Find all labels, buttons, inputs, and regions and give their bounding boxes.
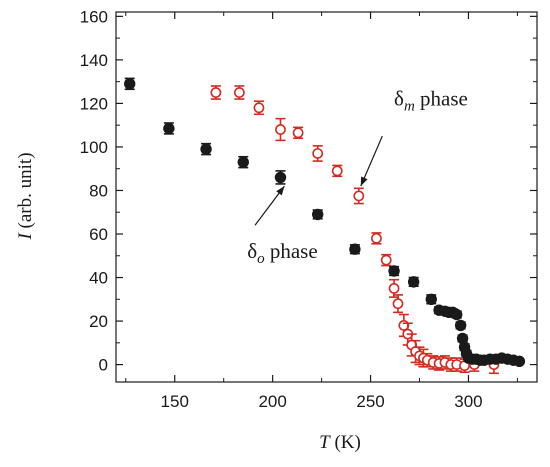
chart-marks: [124, 77, 526, 375]
data-point: [388, 265, 400, 277]
data-point: [513, 355, 526, 368]
annotation-arrow-head: [276, 186, 285, 196]
y-tick-label: 80: [89, 181, 108, 200]
series-filled: [124, 77, 526, 368]
y-tick-label: 0: [99, 356, 108, 375]
annotation-subscript: o: [257, 251, 265, 267]
y-tick-label: 140: [80, 51, 108, 70]
x-tick-label: 250: [356, 392, 384, 411]
y-tick-label: 100: [80, 138, 108, 157]
data-point: [312, 148, 324, 159]
data-point: [451, 308, 463, 321]
x-tick-label: 300: [454, 392, 482, 411]
data-point: [353, 190, 365, 202]
annotation-symbol: δ: [394, 87, 404, 111]
data-point: [233, 87, 245, 98]
y-axis-variable: I: [15, 232, 36, 241]
data-point: [253, 102, 265, 114]
x-tick-label: 200: [258, 392, 286, 411]
data-point: [210, 87, 222, 98]
y-axis-unit: (arb. unit): [15, 152, 36, 233]
data-point: [292, 127, 304, 139]
data-point: [200, 143, 212, 155]
data-point: [331, 165, 343, 177]
x-tick-label: 150: [161, 392, 189, 411]
data-point: [380, 254, 392, 266]
data-point: [388, 283, 400, 294]
data-point: [124, 78, 136, 90]
annotation-symbol: δ: [247, 239, 257, 263]
data-point: [163, 122, 175, 135]
data-point: [454, 319, 467, 332]
data-point: [311, 208, 324, 221]
delta-m-phase-label: δm phase: [394, 87, 468, 115]
annotation-arrow-head: [360, 176, 368, 187]
data-point: [349, 243, 361, 255]
y-tick-label: 160: [80, 7, 108, 26]
data-point: [407, 276, 420, 288]
x-axis-variable: T: [319, 432, 331, 453]
plot-frame: [115, 11, 538, 383]
data-point: [392, 298, 404, 310]
delta-o-phase-label: δo phase: [247, 239, 317, 267]
annotation-arrow-line: [360, 135, 383, 187]
annotation-text: phase: [415, 87, 468, 111]
y-tick-label: 120: [80, 94, 108, 113]
y-tick-label: 20: [89, 312, 108, 331]
data-point: [274, 171, 287, 184]
series-open: [210, 85, 500, 375]
data-point: [237, 156, 249, 168]
y-tick-label: 40: [89, 269, 108, 288]
data-point: [425, 293, 437, 305]
y-axis-label: I (arb. unit): [15, 152, 36, 240]
axis-ticks: 150 200 250 300 0 20 40 60 80 100 120 140 160: [80, 7, 537, 411]
data-point: [275, 124, 286, 135]
annotation-text: phase: [265, 239, 318, 263]
data-point: [371, 232, 382, 244]
annotation-subscript: m: [404, 99, 415, 115]
y-tick-label: 60: [89, 225, 108, 244]
x-axis-label: T (K): [319, 432, 361, 453]
x-axis-unit: (K): [330, 432, 361, 453]
